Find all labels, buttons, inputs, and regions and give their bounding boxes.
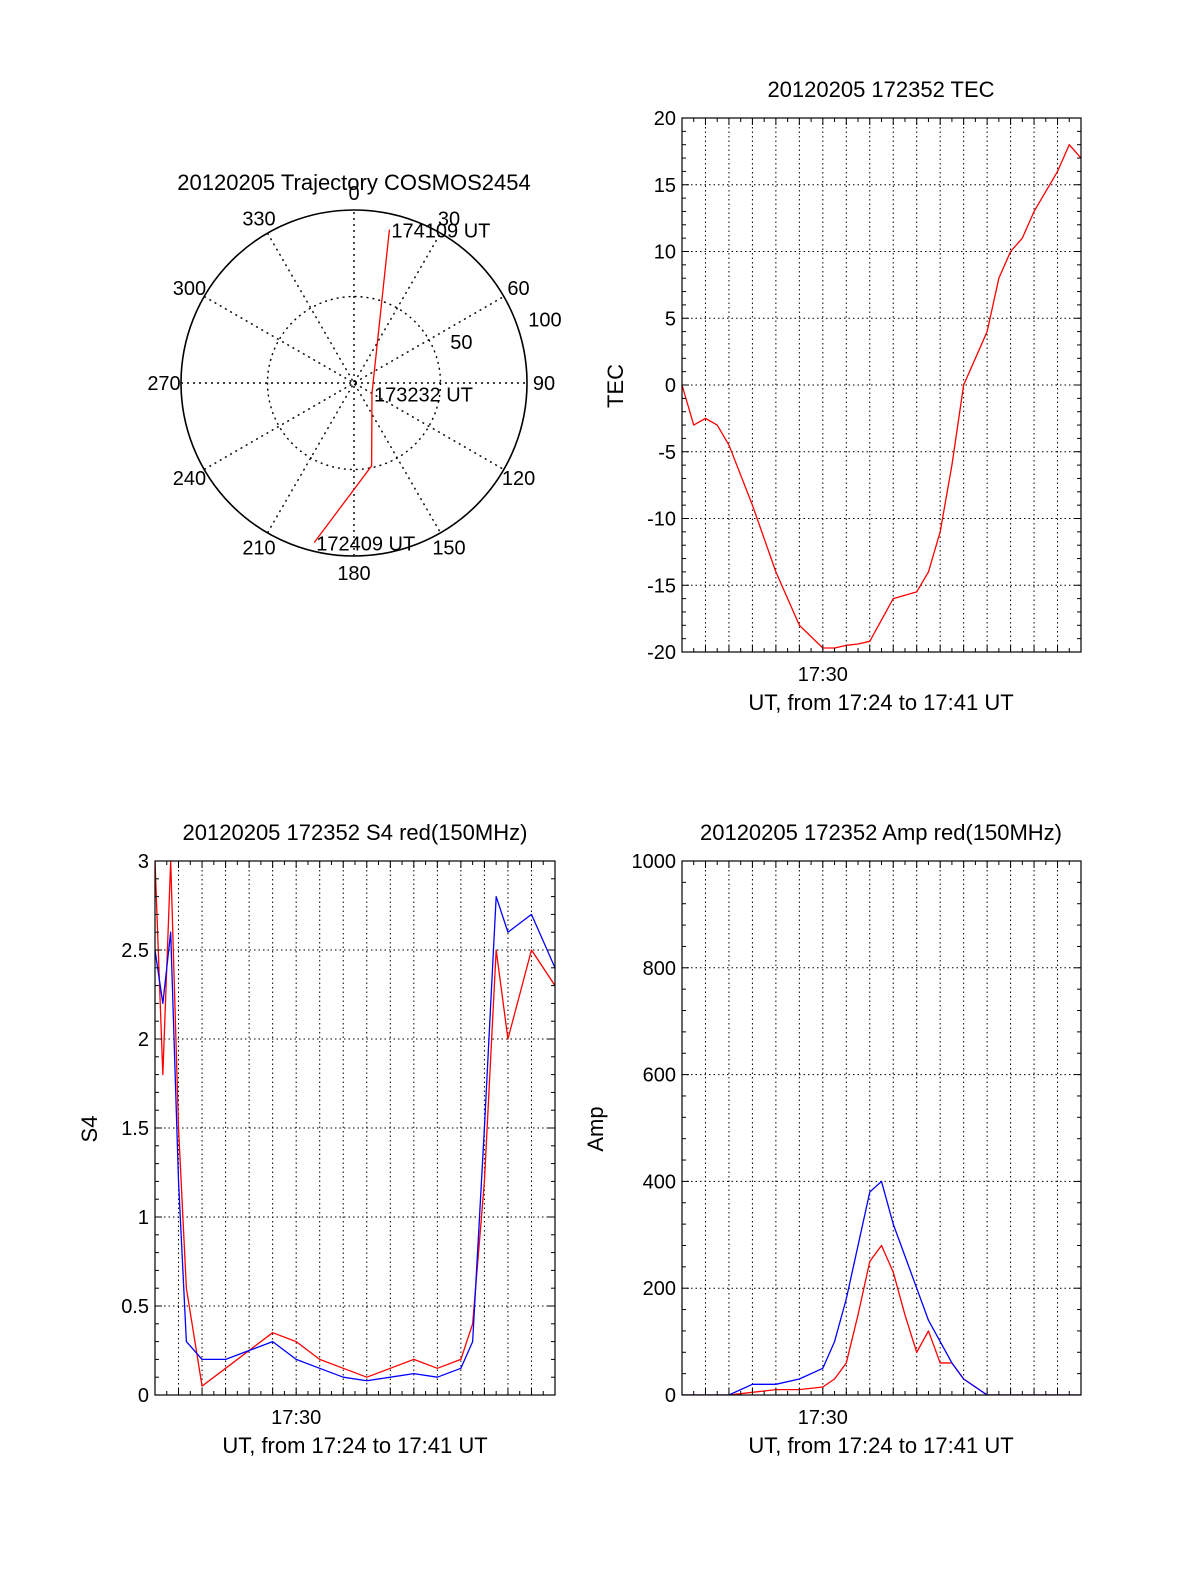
- polar-azimuth-tick: 150: [432, 538, 465, 560]
- tec-ytick-label: -10: [647, 509, 676, 531]
- s4-ylabel: S4: [77, 1116, 102, 1143]
- amp-ytick-label: 800: [643, 958, 676, 980]
- s4-ytick-label: 0.5: [121, 1296, 149, 1318]
- s4-ytick-label: 2: [138, 1029, 149, 1051]
- amp-ytick-label: 600: [643, 1065, 676, 1087]
- tec-grid: [681, 117, 1082, 653]
- tec-ytick-label: 15: [654, 175, 676, 197]
- tec-series-line: [682, 144, 1081, 649]
- amp-series-line: [682, 1244, 1081, 1395]
- tec-ytick-label: -15: [647, 575, 676, 597]
- polar-azimuth-ticks: 0 30 60 90 120 150 180 210 240 270 300 330: [147, 183, 555, 585]
- polar-azimuth-tick: 210: [242, 538, 275, 560]
- amp-xlabel: UT, from 17:24 to 17:41 UT: [748, 1433, 1013, 1458]
- tec-xtick-label: 17:30: [798, 664, 848, 686]
- s4-ytick-label: 3: [138, 851, 149, 873]
- tec-ticks: [681, 117, 1082, 653]
- polar-radial-ticks: 50 100: [450, 310, 561, 354]
- polar-azimuth-tick: 300: [173, 278, 206, 300]
- polar-azimuth-tick: 30: [438, 208, 460, 230]
- polar-trajectory: [313, 229, 391, 543]
- s4-xlabel: UT, from 17:24 to 17:41 UT: [222, 1433, 487, 1458]
- s4-panel: 20120205 172352 S4 red(150MHz) UT, from …: [77, 820, 556, 1458]
- amp-ytick-label: 200: [643, 1278, 676, 1300]
- polar-grid: [180, 209, 528, 557]
- s4-ticks: [154, 860, 556, 1396]
- polar-spoke: [203, 295, 505, 471]
- polar-azimuth-tick: 120: [502, 468, 535, 490]
- tec-ytick-label: -20: [647, 642, 676, 664]
- tec-title: 20120205 172352 TEC: [767, 77, 994, 102]
- s4-ytick-label: 1: [138, 1207, 149, 1229]
- amp-series-group: [682, 1180, 1081, 1395]
- amp-xtick-label: 17:30: [798, 1407, 848, 1429]
- polar-spoke: [203, 295, 505, 471]
- tec-panel: 20120205 172352 TEC UT, from 17:24 to 17…: [603, 77, 1082, 715]
- s4-ytick-label: 1.5: [121, 1118, 149, 1140]
- polar-title: 20120205 Trajectory COSMOS2454: [177, 170, 530, 195]
- polar-annotation: 174109 UT: [391, 221, 490, 243]
- polar-azimuth-tick: 330: [242, 208, 275, 230]
- tec-xlabel: UT, from 17:24 to 17:41 UT: [748, 690, 1013, 715]
- amp-ytick-label: 0: [665, 1385, 676, 1407]
- polar-azimuth-tick: 180: [337, 563, 370, 585]
- s4-ytick-label: 0: [138, 1385, 149, 1407]
- polar-azimuth-tick: 0: [348, 183, 359, 205]
- tec-ytick-label: 0: [665, 375, 676, 397]
- s4-grid: [154, 860, 556, 1396]
- amp-series-line: [682, 1180, 1081, 1395]
- amp-ticks: [681, 860, 1082, 1396]
- amp-title: 20120205 172352 Amp red(150MHz): [700, 820, 1062, 845]
- amp-grid: [681, 860, 1082, 1396]
- polar-annotations: 174109 UT 173232 UT 172409 UT: [316, 221, 490, 556]
- polar-radial-tick: 50: [450, 332, 472, 354]
- polar-radial-tick: 100: [528, 310, 561, 332]
- amp-ylabel: Amp: [583, 1106, 608, 1151]
- polar-spoke: [266, 232, 442, 534]
- tec-ytick-label: -5: [658, 442, 676, 464]
- polar-panel: 20120205 Trajectory COSMOS2454 0 30 60 90 12…: [147, 170, 561, 585]
- amp-ytick-label: 1000: [632, 851, 677, 873]
- polar-spoke: [266, 232, 442, 534]
- s4-series-group: [155, 861, 555, 1387]
- amp-ytick-label: 400: [643, 1171, 676, 1193]
- tec-series-group: [682, 144, 1081, 649]
- s4-series-line: [155, 895, 555, 1382]
- s4-xtick-label: 17:30: [271, 1407, 321, 1429]
- polar-azimuth-tick: 90: [533, 373, 555, 395]
- polar-azimuth-tick: 270: [147, 373, 180, 395]
- polar-grid-circle: [266, 295, 442, 471]
- polar-azimuth-tick: 60: [507, 278, 529, 300]
- s4-title: 20120205 172352 S4 red(150MHz): [183, 820, 528, 845]
- s4-series-line: [155, 861, 555, 1387]
- polar-azimuth-tick: 240: [173, 468, 206, 490]
- polar-annotation: 173232 UT: [374, 384, 473, 406]
- s4-ytick-label: 2.5: [121, 940, 149, 962]
- amp-frame: [681, 860, 1082, 1396]
- tec-ytick-label: 20: [654, 108, 676, 130]
- polar-trajectory-line: [313, 229, 391, 543]
- tec-ytick-label: 10: [654, 242, 676, 264]
- tec-ytick-label: 5: [665, 308, 676, 330]
- polar-annotation: 172409 UT: [316, 533, 415, 555]
- amp-panel: 20120205 172352 Amp red(150MHz) UT, from…: [583, 820, 1082, 1458]
- tec-ylabel: TEC: [603, 364, 628, 408]
